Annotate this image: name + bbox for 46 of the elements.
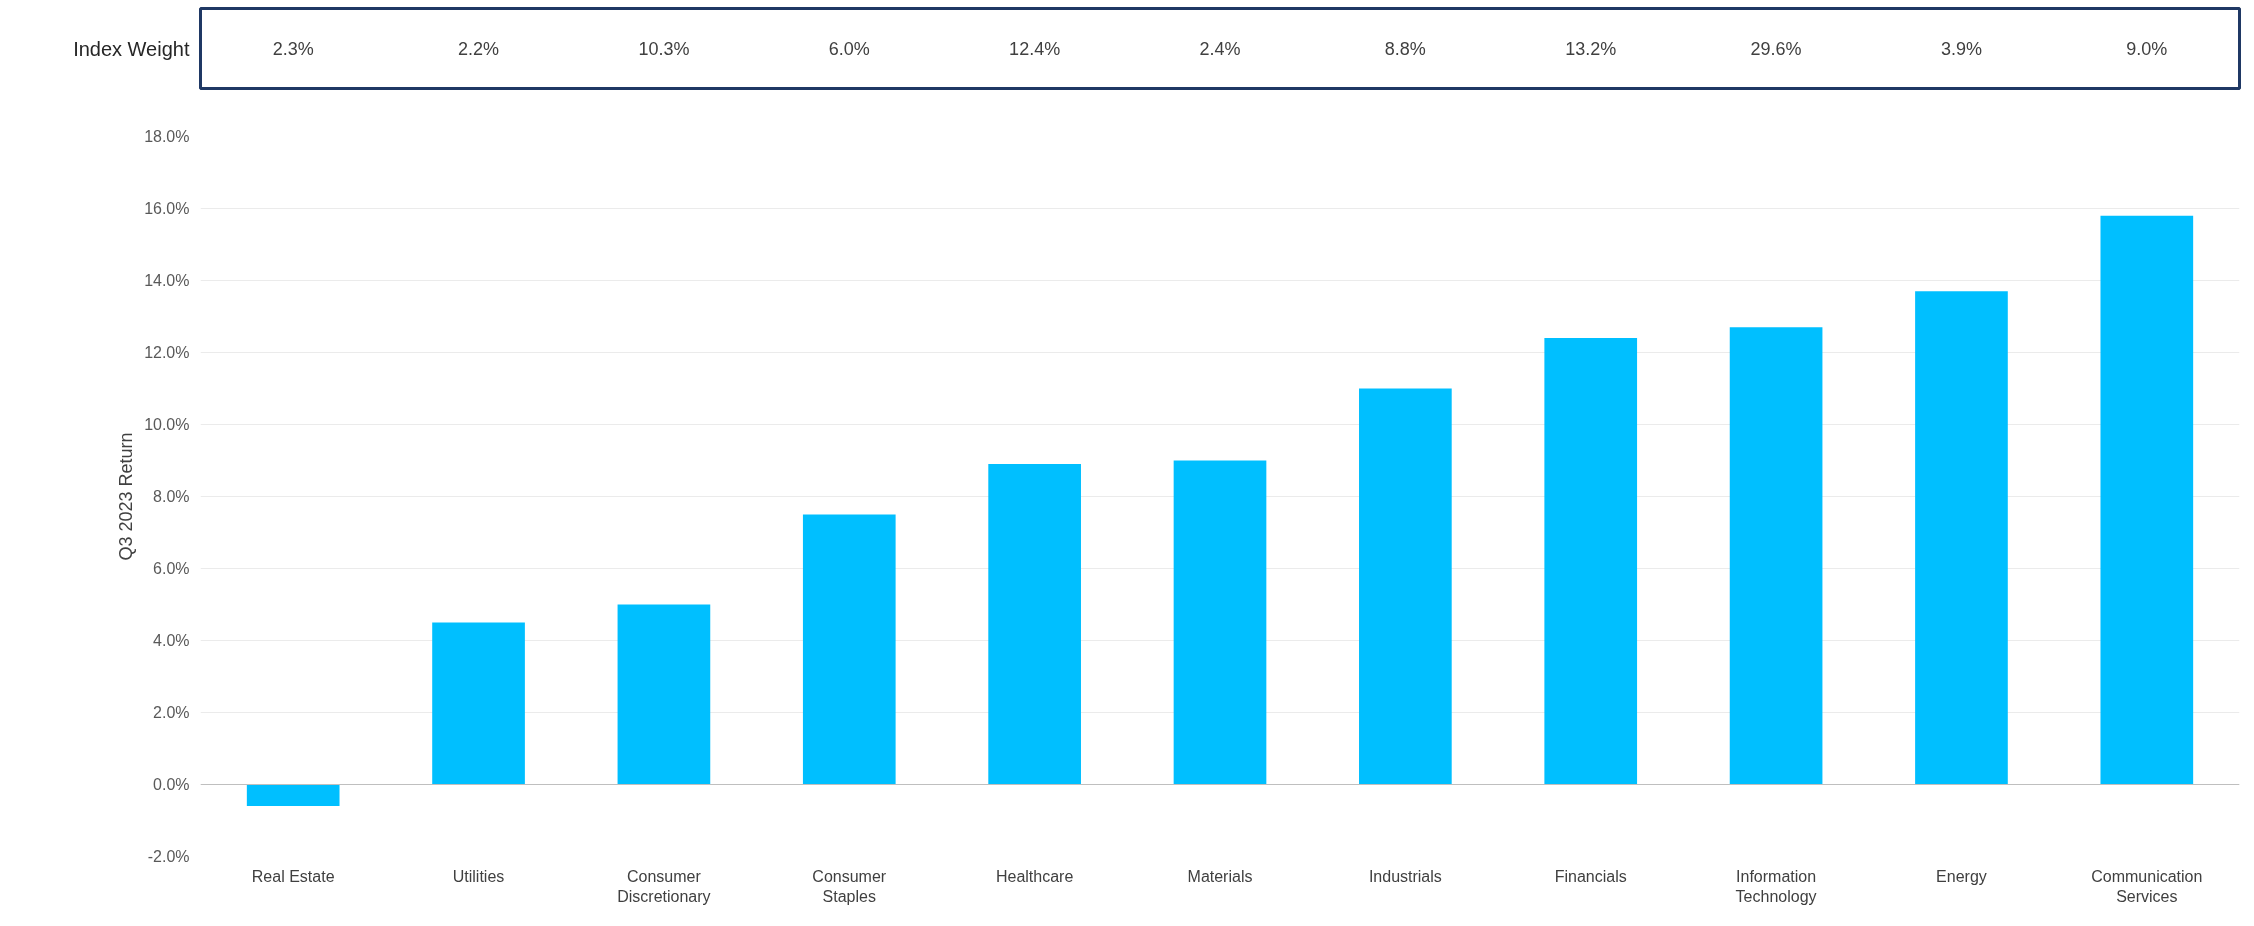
y-tick-label: 12.0% [144, 344, 190, 361]
bar [2100, 215, 2194, 785]
text: 13.2% [1565, 38, 1617, 59]
text: 2.2% [458, 38, 500, 59]
x-tick-label: Energy [1936, 867, 1987, 885]
x-tick-label: Communication Services [2091, 867, 2203, 905]
x-tick-label: Real Estate [251, 867, 335, 885]
bar [1544, 338, 1638, 785]
text: 2.3% [272, 38, 314, 59]
y-axis-title: Q3 2023 Return [116, 432, 137, 561]
text: 12.4% [1009, 38, 1061, 59]
y-tick-label: 18.0% [144, 128, 190, 145]
x-tick-label: Healthcare [995, 867, 1074, 885]
text: 10.3% [638, 38, 690, 59]
y-tick-label: 14.0% [144, 272, 190, 289]
text: 9.0% [2126, 38, 2168, 59]
bar [617, 604, 711, 785]
bar [1915, 291, 2008, 785]
bar [246, 784, 340, 807]
bar [802, 514, 896, 785]
text: 3.9% [1940, 38, 1982, 59]
x-tick-label: Utilities [452, 867, 505, 885]
y-tick-label: 4.0% [153, 632, 190, 649]
bar [988, 464, 1081, 785]
text: 6.0% [828, 38, 870, 59]
y-tick-label: 6.0% [153, 560, 190, 577]
y-tick-label: 10.0% [144, 416, 190, 433]
x-tick-label: Financials [1554, 867, 1627, 885]
text: 2.4% [1199, 38, 1241, 59]
x-tick-label: Industrials [1368, 867, 1442, 885]
x-tick-label: Materials [1187, 867, 1253, 885]
bar [1729, 327, 1823, 785]
y-tick-label: 8.0% [153, 488, 190, 505]
text: 8.8% [1384, 38, 1426, 59]
text: Index Weight [73, 37, 190, 60]
bar [1359, 388, 1452, 785]
y-tick-label: 16.0% [144, 200, 190, 217]
text: 29.6% [1750, 38, 1802, 59]
y-tick-label: 0.0% [153, 776, 190, 793]
y-tick-label: 2.0% [153, 704, 190, 721]
x-tick-label: Consumer Discretionary [617, 867, 711, 905]
x-tick-label: Information Technology [1735, 867, 1817, 905]
x-tick-label: Consumer Staples [812, 867, 887, 905]
bar [1173, 460, 1267, 785]
bar [432, 622, 525, 785]
y-tick-label: -2.0% [147, 848, 190, 865]
